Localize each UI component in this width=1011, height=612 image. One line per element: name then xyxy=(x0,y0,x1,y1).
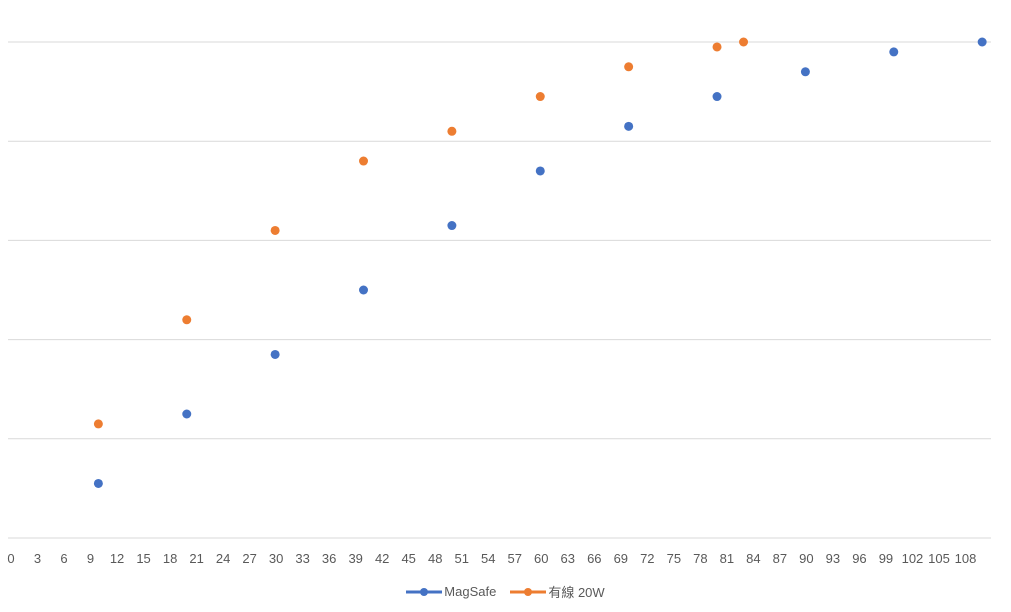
data-point xyxy=(889,47,899,57)
data-point xyxy=(359,156,369,166)
x-tick-label: 108 xyxy=(955,551,977,566)
data-point xyxy=(624,62,634,72)
data-point xyxy=(359,285,369,295)
legend-item-wired-20w: 有線 20W xyxy=(510,582,605,601)
data-point xyxy=(93,478,103,488)
x-tick-label: 87 xyxy=(773,551,787,566)
legend: MagSafe 有線 20W xyxy=(0,582,1011,601)
x-tick-label: 36 xyxy=(322,551,336,566)
x-tick-label: 105 xyxy=(928,551,950,566)
x-tick-label: 72 xyxy=(640,551,654,566)
x-tick-label: 60 xyxy=(534,551,548,566)
x-tick-label: 81 xyxy=(720,551,734,566)
x-tick-label: 21 xyxy=(189,551,203,566)
series-0 xyxy=(93,37,987,488)
data-point xyxy=(182,409,192,419)
x-tick-label: 75 xyxy=(667,551,681,566)
data-point xyxy=(739,37,749,47)
data-point xyxy=(712,42,722,52)
data-point xyxy=(447,221,457,231)
gridlines xyxy=(8,41,991,539)
series-1 xyxy=(93,37,749,429)
data-point xyxy=(270,349,280,359)
x-tick-label: 30 xyxy=(269,551,283,566)
legend-item-magsafe: MagSafe xyxy=(406,582,496,601)
x-tick-label: 78 xyxy=(693,551,707,566)
x-tick-label: 12 xyxy=(110,551,124,566)
legend-marker-wired-20w xyxy=(510,587,547,596)
x-tick-label: 33 xyxy=(295,551,309,566)
x-tick-label: 3 xyxy=(34,551,41,566)
x-tick-label: 102 xyxy=(902,551,924,566)
data-point xyxy=(535,166,545,176)
x-tick-label: 27 xyxy=(242,551,256,566)
data-point xyxy=(624,121,634,131)
x-tick-label: 0 xyxy=(7,551,14,566)
data-point xyxy=(182,315,192,325)
plot-area xyxy=(93,37,987,488)
x-tick-label: 24 xyxy=(216,551,230,566)
x-tick-label: 45 xyxy=(401,551,415,566)
data-point xyxy=(535,92,545,102)
x-tick-label: 48 xyxy=(428,551,442,566)
x-tick-label: 15 xyxy=(136,551,150,566)
data-point xyxy=(712,92,722,102)
legend-marker-magsafe xyxy=(406,587,443,596)
x-tick-label: 9 xyxy=(87,551,94,566)
x-tick-label: 51 xyxy=(454,551,468,566)
data-point xyxy=(270,225,280,235)
x-tick-label: 63 xyxy=(561,551,575,566)
x-tick-label: 18 xyxy=(163,551,177,566)
data-point xyxy=(977,37,987,47)
x-tick-label: 69 xyxy=(614,551,628,566)
x-axis: 0 3 6 9 12 15 18 21 24 27 30 33 36 39 42 45 48 51 54 57 60 63… xyxy=(7,551,976,566)
legend-label-magsafe: MagSafe xyxy=(444,584,497,599)
x-tick-label: 84 xyxy=(746,551,760,566)
x-tick-label: 6 xyxy=(60,551,67,566)
x-tick-label: 99 xyxy=(879,551,893,566)
x-tick-label: 42 xyxy=(375,551,389,566)
x-tick-label: 93 xyxy=(826,551,840,566)
x-tick-label: 96 xyxy=(852,551,866,566)
x-tick-label: 66 xyxy=(587,551,601,566)
data-point xyxy=(447,126,457,136)
data-point xyxy=(800,67,810,77)
x-tick-label: 57 xyxy=(508,551,522,566)
x-tick-label: 54 xyxy=(481,551,495,566)
legend-label-wired-20w: 有線 20W xyxy=(548,585,605,600)
x-tick-label: 39 xyxy=(348,551,362,566)
data-point xyxy=(93,419,103,429)
x-tick-label: 90 xyxy=(799,551,813,566)
